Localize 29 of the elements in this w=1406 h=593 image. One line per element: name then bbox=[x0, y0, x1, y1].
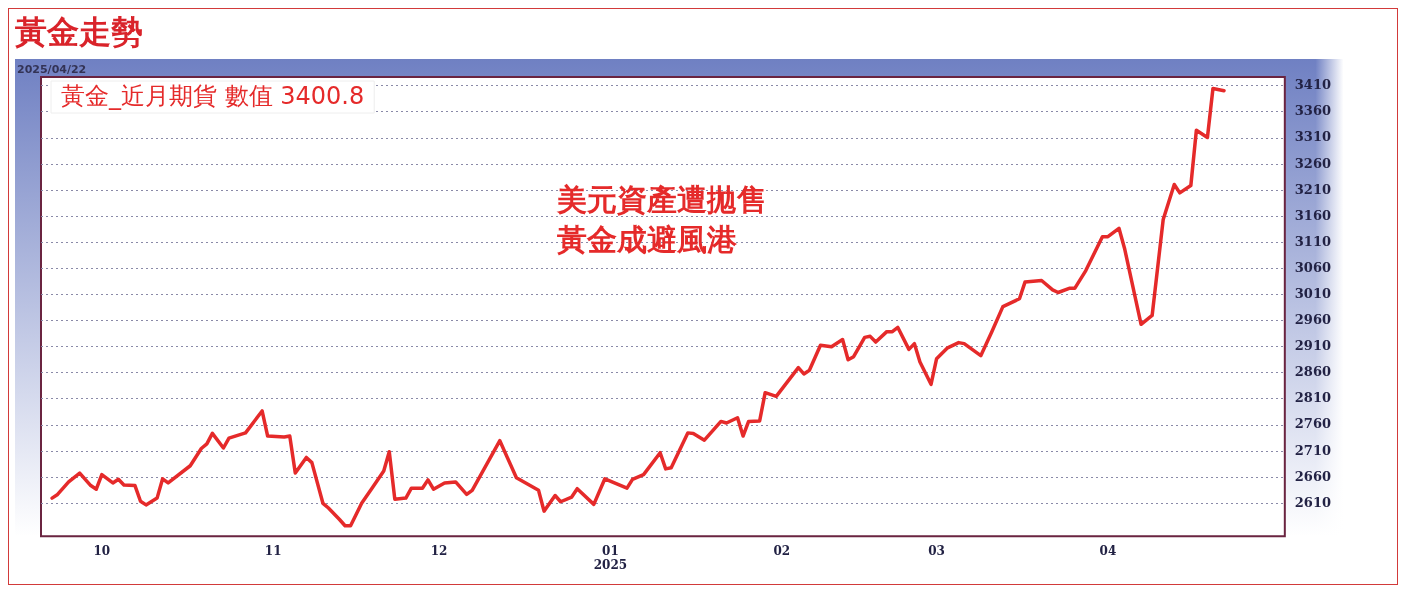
chart-title: 黃金走勢 bbox=[15, 12, 143, 53]
y-tick-label: 3310 bbox=[1294, 129, 1332, 145]
y-tick-label: 3360 bbox=[1294, 103, 1332, 119]
x-tick-label: 11 bbox=[264, 543, 282, 558]
y-tick-label: 2610 bbox=[1294, 494, 1332, 510]
x-tick-label: 02 bbox=[773, 543, 791, 558]
y-tick-label: 2660 bbox=[1294, 468, 1332, 484]
y-tick-label: 2760 bbox=[1294, 416, 1332, 432]
y-tick-label: 3210 bbox=[1294, 181, 1332, 197]
y-tick-label: 3260 bbox=[1294, 155, 1332, 171]
x-tick-label: 04 bbox=[1099, 543, 1117, 558]
y-tick-label: 2860 bbox=[1294, 364, 1332, 380]
x-tick-label: 12 bbox=[430, 543, 448, 558]
x-tick-label: 10 bbox=[93, 543, 111, 558]
annotation: 美元資產遭拋售 bbox=[556, 181, 768, 217]
y-tick-label: 3410 bbox=[1294, 77, 1332, 93]
x-tick-label: 03 bbox=[928, 543, 945, 558]
y-tick-label: 3110 bbox=[1294, 233, 1332, 249]
y-tick-label: 3160 bbox=[1294, 207, 1332, 223]
x-tick-label: 01 2025 bbox=[593, 543, 628, 572]
text: 2025/04/22 bbox=[17, 63, 87, 77]
y-tick-label: 2910 bbox=[1294, 338, 1332, 354]
annotation: 黃金成避風港 bbox=[557, 221, 739, 257]
annotation: 黃金_近月期貨 數值 3400.8 bbox=[61, 82, 365, 111]
y-tick-label: 2960 bbox=[1294, 312, 1332, 328]
y-tick-label: 3060 bbox=[1294, 259, 1332, 275]
y-tick-label: 2710 bbox=[1294, 442, 1332, 458]
y-tick-label: 3010 bbox=[1294, 285, 1332, 301]
y-tick-label: 2810 bbox=[1294, 390, 1332, 406]
